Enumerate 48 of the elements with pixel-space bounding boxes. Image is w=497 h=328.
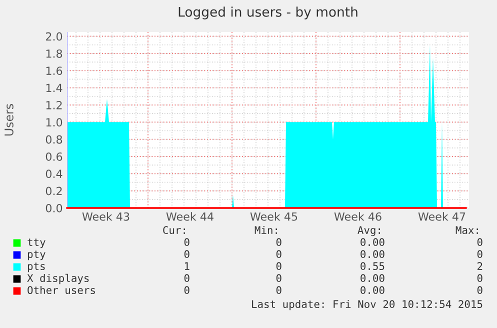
y-tick-label: 2.0 (46, 32, 62, 41)
text: 0.00 (360, 274, 384, 282)
text: 0.55 (360, 262, 384, 270)
legend-label: pty (28, 250, 46, 260)
x-tick-label: Week 44 (166, 212, 214, 221)
text: 0 (276, 250, 282, 258)
legend-label: X displays (27, 274, 89, 284)
text: 0 (477, 238, 482, 246)
legend-label: tty (28, 238, 46, 248)
text: 0 (276, 286, 282, 294)
y-tick-label: 1.8 (46, 49, 62, 58)
y-tick-label: 0.8 (46, 135, 62, 144)
text: 0 (276, 274, 282, 282)
text: Max: (456, 226, 478, 234)
y-tick-label: 0.2 (46, 186, 62, 196)
x-tick-label: Week 43 (82, 212, 130, 221)
text: 0 (477, 286, 482, 294)
x-tick-label: Week 46 (334, 212, 382, 221)
y-tick-label: 0.0 (46, 204, 62, 212)
text: 0 (184, 250, 190, 258)
x-tick-label: Week 47 (418, 212, 466, 221)
y-tick-label: 1.4 (46, 84, 62, 92)
text: Last update: Fri Nov 20 10:12:54 2015 (252, 300, 482, 310)
text: 0.00 (360, 250, 384, 258)
text: 0.00 (360, 238, 384, 246)
y-tick-label: 1.6 (46, 66, 62, 76)
y-axis-title: Users (4, 104, 14, 136)
y-tick-label: 1.0 (46, 118, 62, 127)
chart-title: Logged in users - by month (178, 6, 358, 20)
text: 2 (478, 262, 482, 270)
text: 0 (184, 274, 190, 282)
text: 0 (184, 286, 190, 294)
text: 0 (477, 250, 482, 258)
text: Cur: (163, 226, 186, 234)
text: 0 (276, 262, 282, 270)
legend-label: pts (28, 262, 45, 272)
text: 0.00 (360, 286, 384, 294)
y-tick-label: 0.6 (46, 152, 62, 161)
text: 0 (477, 274, 482, 282)
legend-label: Other users (28, 286, 95, 294)
text: 1 (184, 262, 190, 270)
x-tick-label: Week 45 (250, 212, 298, 221)
text: 0 (276, 238, 282, 246)
y-tick-label: 1.2 (46, 100, 62, 110)
text: Avg: (358, 226, 380, 236)
text: Min: (254, 226, 278, 234)
text: 0 (184, 238, 190, 246)
y-tick-label: 0.4 (46, 170, 62, 178)
